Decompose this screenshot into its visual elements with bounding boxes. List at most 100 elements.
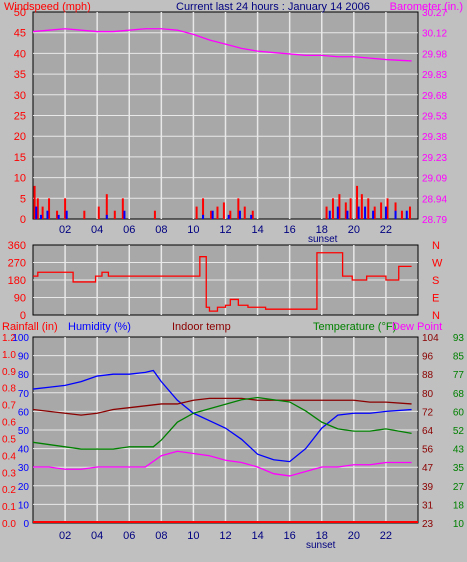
humidity-axis-label: Humidity (%) [68,321,131,333]
tick-label: 18 [316,224,328,236]
hour-tick-labels: 02 04 06 08 10 12 14 16 18 20 22 [59,224,392,236]
tick-label: 100 [12,333,29,344]
tick-label: 39 [422,482,434,493]
tick-label: 45 [14,28,26,40]
tick-label: 28.79 [422,215,447,226]
rainfall-axis-label: Rainfall (in) [2,321,58,333]
series-line [32,28,412,62]
indoor-temp-axis-label: Indoor temp [172,321,231,333]
tick-label: 02 [59,530,71,542]
tick-label: 60 [18,407,30,418]
tick-label: 0.2 [2,485,16,496]
tick-label: 96 [422,352,434,363]
tick-label: 25 [14,111,26,123]
chart-marks [33,252,412,312]
rainfall-tick-labels: 0.0 0.1 0.2 0.3 0.4 0.5 0.6 0.7 0.8 0.9 1.0 1.2 [2,333,16,530]
tick-label: 30 [18,463,30,474]
tick-label: 90 [18,352,30,363]
direction-degree-labels: 0 90 180 270 360 [8,240,26,322]
humidity-tick-labels: 0 10 20 30 40 50 60 70 80 90 100 [12,333,29,530]
tick-label: 29.38 [422,132,447,143]
tick-label: 43 [453,445,465,456]
tick-label: 20 [348,224,360,236]
barometer-tick-labels: 28.79 28.94 29.09 29.23 29.38 29.53 29.68 29.83… [422,8,447,226]
tick-label: 10 [187,224,199,236]
tick-label: 04 [91,530,103,542]
tick-label: 08 [155,530,167,542]
tick-label: 29.68 [422,91,447,102]
tick-label: 270 [8,258,26,270]
tick-label: 30.27 [422,8,447,19]
tick-label: W [432,258,443,270]
series-line [32,369,412,463]
tick-label: 16 [284,530,296,542]
tick-label: 27 [453,482,465,493]
tick-label: S [432,275,439,287]
tick-label: 30 [14,90,26,102]
tick-label: 52 [453,426,465,437]
series-line [33,252,412,312]
tick-label: 72 [422,407,434,418]
chart-marks [32,369,418,523]
tick-label: N [432,310,440,322]
tick-label: 77 [453,370,465,381]
tick-label: 15 [14,152,26,164]
tick-label: E [432,293,439,305]
tick-label: 0.4 [2,451,16,462]
tick-label: 85 [453,352,465,363]
tick-label: 02 [59,224,71,236]
tick-label: 0.8 [2,384,16,395]
windspeed-tick-labels: 0 5 10 15 20 25 30 35 40 45 50 [14,7,26,226]
tick-label: 180 [8,275,26,287]
humidity-temperature-chart: 0.0 0.1 0.2 0.3 0.4 0.5 0.6 0.7 0.8 0.9 1.0 1.2 0 10… [2,321,464,551]
tick-label: 80 [422,389,434,400]
tick-label: 08 [155,224,167,236]
tick-label: 20 [14,131,26,143]
tick-label: 10 [18,500,30,511]
tick-label: 0 [20,310,26,322]
tick-label: 04 [91,224,103,236]
tick-label: 0 [23,519,29,530]
tick-label: 60 [453,407,465,418]
tick-label: 0.1 [2,502,16,513]
tick-label: 50 [14,7,26,19]
tick-label: 20 [18,482,30,493]
tick-label: 104 [422,333,439,344]
tick-label: 18 [453,500,465,511]
grid-lines [33,12,418,219]
tick-label: 29.83 [422,70,447,81]
tick-label: 80 [18,370,30,381]
tick-label: 0.0 [2,519,16,530]
sunset-label: sunset [308,234,338,245]
tick-label: 35 [453,463,465,474]
tick-label: 12 [219,530,231,542]
tick-label: 0.6 [2,418,16,429]
series-line [32,396,412,450]
tick-label: 22 [380,224,392,236]
tick-label: 40 [18,445,30,456]
chart-marks [32,28,412,219]
tick-label: 0.3 [2,468,16,479]
tick-label: 360 [8,240,26,252]
tick-label: 64 [422,426,434,437]
tick-label: 06 [123,224,135,236]
tick-label: 93 [453,333,465,344]
tick-label: 90 [14,293,26,305]
tick-label: 30.12 [422,29,447,40]
tick-label: 88 [422,370,434,381]
tick-label: 0 [20,214,26,226]
tick-label: 56 [422,445,434,456]
tick-label: 68 [453,389,465,400]
tick-label: 23 [422,519,434,530]
indoor-temp-tick-labels: 23 31 39 47 56 64 72 80 88 96 104 [422,333,439,530]
tick-label: 22 [380,530,392,542]
wind-barometer-chart: 0 5 10 15 20 25 30 35 40 45 50 28.79 28.94 29.09 29.2… [4,1,463,245]
barometer-axis-label: Barometer (in.) [390,1,463,13]
tick-label: 50 [18,426,30,437]
temperature-tick-labels: 10 18 27 35 43 52 60 68 77 85 93 [453,333,465,530]
tick-label: 40 [14,48,26,60]
tick-label: 0.7 [2,401,16,412]
tick-label: 10 [187,530,199,542]
